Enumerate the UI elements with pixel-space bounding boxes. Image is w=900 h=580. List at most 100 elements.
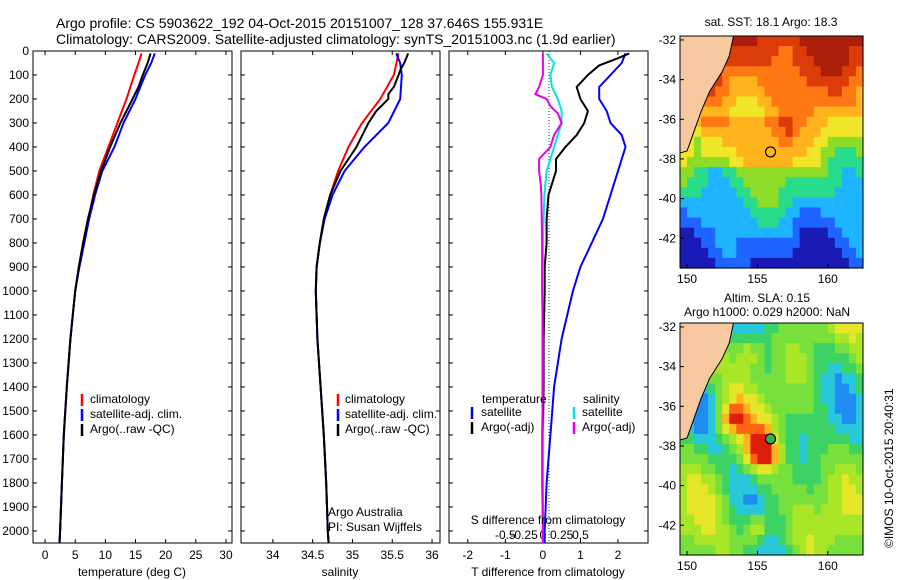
map-cell <box>806 116 815 128</box>
map-cell <box>736 454 744 465</box>
map-cell <box>757 66 766 77</box>
map-cell <box>757 444 766 455</box>
map-cell <box>764 494 773 506</box>
map-cell <box>806 227 815 239</box>
map-cell <box>799 217 808 229</box>
map-cell <box>771 323 780 334</box>
map-cell <box>820 197 829 209</box>
map-cell <box>694 484 702 496</box>
map-cell <box>757 56 766 67</box>
map-cell <box>834 157 843 168</box>
map-cell <box>848 494 857 506</box>
legend-argo: Argo(..raw -QC) <box>90 422 175 436</box>
map-cell <box>715 484 723 496</box>
map-cell <box>757 106 766 118</box>
map-cell <box>764 76 773 88</box>
map-cell <box>687 237 695 249</box>
map-cell <box>708 454 716 465</box>
map-cell <box>729 433 737 445</box>
map-cell <box>708 413 716 425</box>
map-cell <box>785 36 794 47</box>
map-cell <box>785 217 794 229</box>
map-cell <box>715 177 723 188</box>
map-cell <box>687 146 695 158</box>
map-cell <box>820 494 829 506</box>
depth-axis-ticks: 0 100 200 300 400 500 600 700 800 900 1000 1100 1200… <box>2 44 232 538</box>
map-cell <box>855 56 864 67</box>
depth-tick-label: 500 <box>9 164 29 178</box>
map-cell <box>813 227 822 239</box>
map-cell <box>778 484 787 496</box>
lat-tick-label: -34 <box>659 360 677 374</box>
map-cell <box>820 136 829 148</box>
legend-climatology: climatology <box>345 392 405 406</box>
map-cell <box>736 227 744 239</box>
map-cell <box>792 247 801 259</box>
map-cell <box>687 474 695 485</box>
map-cell <box>827 46 836 57</box>
map-cell <box>848 413 857 425</box>
map-cell <box>855 126 864 138</box>
map-cell <box>820 207 829 219</box>
map-cell <box>848 433 857 445</box>
map-cell <box>792 187 801 198</box>
map-cell <box>715 187 723 198</box>
map-cell <box>792 524 801 536</box>
map-cell <box>715 207 723 219</box>
map-cell <box>715 464 723 475</box>
map-cell <box>827 197 836 209</box>
map-cell <box>778 413 787 425</box>
difference-axis-ticks: -2 -1 0 1 2 <box>462 51 622 562</box>
legend-t-argo: Argo(-adj) <box>481 420 534 434</box>
map-cell <box>722 464 730 475</box>
map-cell <box>855 217 864 229</box>
map-cell <box>792 514 801 526</box>
map-cell <box>722 116 730 128</box>
map-cell <box>729 146 737 158</box>
map-cell <box>820 157 829 168</box>
map-cell <box>855 136 864 148</box>
map-cell <box>736 514 744 526</box>
map-cell <box>771 247 780 259</box>
map-cell <box>785 504 794 516</box>
map-cell <box>785 207 794 219</box>
map-cell <box>729 474 737 485</box>
map-cell <box>848 157 857 168</box>
map-cell <box>757 333 766 344</box>
map-cell <box>827 157 836 168</box>
map-cell <box>750 167 759 178</box>
difference-lines <box>534 52 630 543</box>
map-cell <box>806 106 815 118</box>
map-cell <box>848 373 857 385</box>
map-cell <box>855 343 864 354</box>
map-cell <box>841 383 850 395</box>
annotation-line2: PI: Susan Wijffels <box>328 520 422 534</box>
depth-tick-label: 800 <box>9 236 29 250</box>
map-cell <box>764 363 773 375</box>
map-cell <box>694 454 702 465</box>
map-cell <box>806 454 815 465</box>
map-cell <box>792 413 801 425</box>
map-cell <box>806 444 815 455</box>
map-cell <box>841 484 850 496</box>
map-cell <box>757 237 766 249</box>
map-cell <box>799 46 808 57</box>
map-cell <box>813 373 822 385</box>
map-cell <box>792 403 801 415</box>
map-cell <box>743 423 751 435</box>
map-cell <box>701 106 709 118</box>
map-cell <box>820 484 829 496</box>
map-cell <box>834 474 843 485</box>
map-cell <box>771 484 780 496</box>
map-cell <box>687 504 695 516</box>
map-cell <box>834 544 843 556</box>
map-cell <box>722 363 730 375</box>
map-cell <box>708 444 716 455</box>
map-cell <box>771 504 780 516</box>
legend-climatology: climatology <box>90 392 150 406</box>
map-cell <box>729 247 737 259</box>
x-tick-label: -2 <box>462 548 473 562</box>
map-cell <box>722 157 730 168</box>
map-cell <box>771 474 780 485</box>
map-cell <box>764 126 773 138</box>
